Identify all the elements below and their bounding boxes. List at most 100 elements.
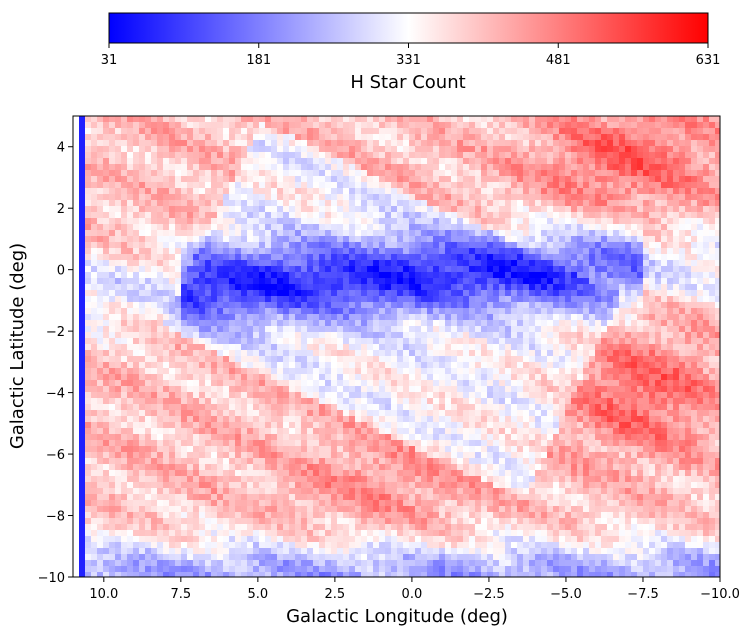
heatmap-cell [517,254,523,260]
heatmap-cell [199,152,205,158]
heatmap-cell [265,212,271,218]
heatmap-cell [607,284,613,290]
colorbar-tick-label: 181 [246,53,271,68]
heatmap-cell [487,260,493,266]
heatmap-cell [637,230,643,236]
heatmap-cell [163,158,169,164]
heatmap-cell [199,134,205,140]
heatmap-cell [541,146,547,152]
heatmap-cell [97,314,103,320]
heatmap-cell [301,302,307,308]
heatmap-cell [409,188,415,194]
heatmap-cell [211,308,217,314]
heatmap-cell [445,260,451,266]
heatmap-cell [643,350,649,356]
heatmap-cell [115,164,121,170]
heatmap-cell [241,134,247,140]
heatmap-cell [187,374,193,380]
heatmap-cell [145,266,151,272]
heatmap-cell [649,176,655,182]
heatmap-cell [313,164,319,170]
heatmap-cell [637,254,643,260]
heatmap-cell [163,188,169,194]
heatmap-cell [409,374,415,380]
heatmap-cell [667,308,673,314]
heatmap-cell [391,278,397,284]
heatmap-cell [97,368,103,374]
heatmap-cell [103,224,109,230]
heatmap-cell [121,200,127,206]
heatmap-cell [709,350,715,356]
heatmap-cell [151,164,157,170]
heatmap-cell [451,200,457,206]
heatmap-cell [385,332,391,338]
heatmap-cell [583,122,589,128]
heatmap-cell [295,254,301,260]
heatmap-cell [145,224,151,230]
heatmap-cell [499,212,505,218]
heatmap-cell [361,386,367,392]
heatmap-cell [583,272,589,278]
heatmap-cell [205,344,211,350]
heatmap-cell [589,380,595,386]
heatmap-cell [517,326,523,332]
heatmap-cell [241,350,247,356]
heatmap-cell [619,308,625,314]
heatmap-cell [679,368,685,374]
heatmap-cell [685,344,691,350]
heatmap-cell [661,362,667,368]
heatmap-cell [469,164,475,170]
heatmap-cell [379,380,385,386]
heatmap-cell [655,374,661,380]
heatmap-cell [79,176,85,182]
heatmap-cell [343,236,349,242]
heatmap-cell [607,200,613,206]
heatmap-cell [367,368,373,374]
heatmap-cell [673,362,679,368]
heatmap-cell [535,386,541,392]
heatmap-cell [607,344,613,350]
heatmap-cell [73,272,79,278]
heatmap-cell [655,302,661,308]
heatmap-cell [655,362,661,368]
heatmap-cell [463,356,469,362]
heatmap-cell [139,332,145,338]
heatmap-cell [469,236,475,242]
heatmap-cell [79,368,85,374]
heatmap-cell [187,116,193,122]
heatmap-cell [625,296,631,302]
heatmap-cell [451,182,457,188]
heatmap-cell [583,200,589,206]
heatmap-cell [661,116,667,122]
heatmap-cell [109,116,115,122]
heatmap-cell [361,224,367,230]
heatmap-cell [523,122,529,128]
heatmap-cell [151,248,157,254]
heatmap-cell [679,374,685,380]
heatmap-cell [133,302,139,308]
heatmap-cell [475,152,481,158]
heatmap-cell [517,380,523,386]
heatmap-cell [457,248,463,254]
heatmap-cell [223,188,229,194]
heatmap-cell [649,272,655,278]
heatmap-cell [361,332,367,338]
heatmap-cell [313,236,319,242]
heatmap-cell [499,302,505,308]
heatmap-cell [589,332,595,338]
heatmap-cell [649,284,655,290]
heatmap-cell [715,302,720,308]
heatmap-cell [631,182,637,188]
heatmap-cell [163,368,169,374]
heatmap-cell [265,146,271,152]
heatmap-cell [193,296,199,302]
heatmap-cell [469,356,475,362]
heatmap-cell [217,152,223,158]
heatmap-cell [517,278,523,284]
heatmap-cell [421,290,427,296]
heatmap-cell [331,164,337,170]
heatmap-cell [85,380,91,386]
heatmap-cell [469,230,475,236]
heatmap-cell [457,386,463,392]
heatmap-cell [433,296,439,302]
